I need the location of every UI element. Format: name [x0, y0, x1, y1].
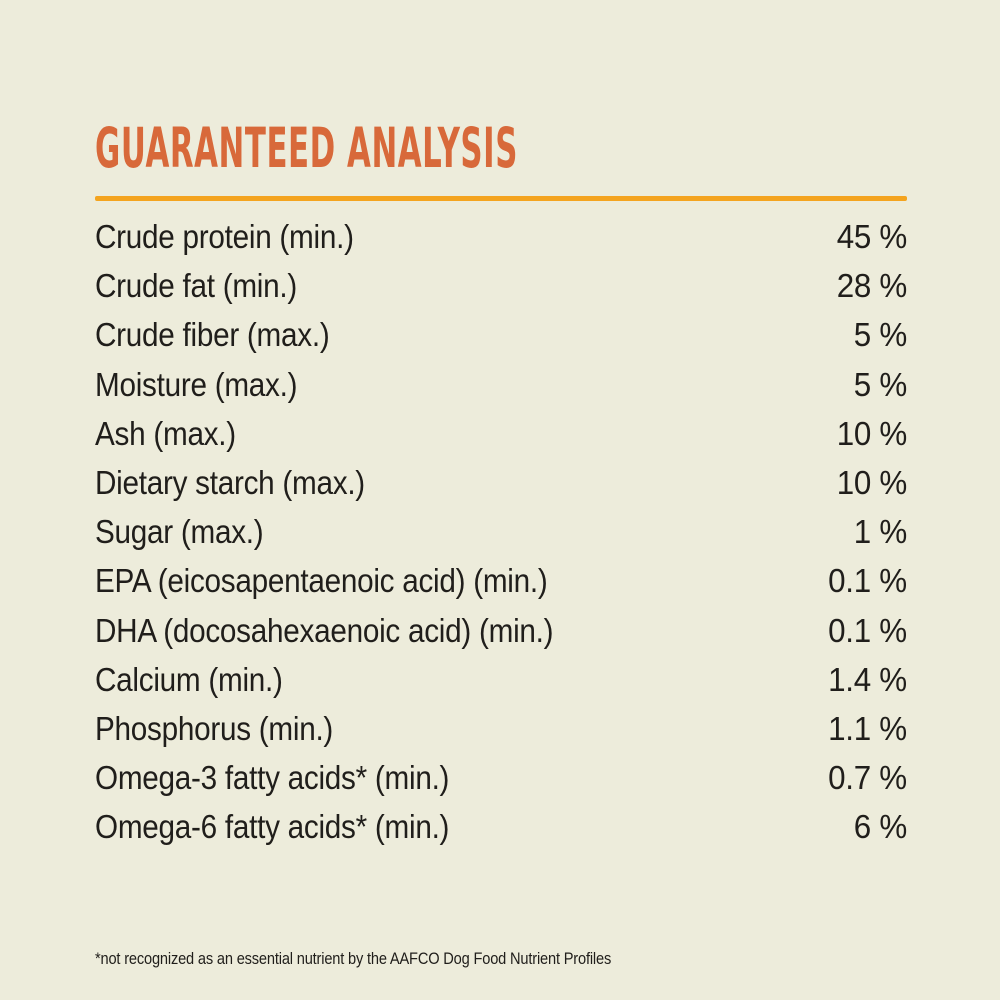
nutrient-value: 28 %: [836, 267, 908, 305]
nutrient-label: Omega-6 fatty acids* (min.): [95, 808, 450, 846]
nutrient-label: EPA (eicosapentaenoic acid) (min.): [95, 562, 548, 600]
table-row: Crude fiber (max.) 5 %: [95, 310, 907, 359]
table-row: EPA (eicosapentaenoic acid) (min.) 0.1 %: [95, 556, 907, 605]
nutrient-value: 1.4 %: [828, 660, 907, 698]
nutrient-value: 0.1 %: [828, 562, 907, 600]
nutrient-label: DHA (docosahexaenoic acid) (min.): [95, 611, 554, 649]
nutrient-label: Omega-3 fatty acids* (min.): [95, 759, 450, 797]
title-underline-rule: [95, 196, 907, 201]
table-row: Dietary starch (max.) 10 %: [95, 458, 907, 507]
guaranteed-analysis-panel: GUARANTEED ANALYSIS Crude protein (min.)…: [95, 0, 907, 1000]
nutrient-label: Phosphorus (min.): [95, 709, 334, 747]
table-row: Omega-6 fatty acids* (min.) 6 %: [95, 802, 907, 851]
nutrient-value: 10 %: [836, 414, 908, 452]
nutrient-value: 1.1 %: [828, 709, 907, 747]
nutrient-label: Dietary starch (max.): [95, 463, 365, 501]
nutrient-value: 6 %: [853, 808, 907, 846]
page-title: GUARANTEED ANALYSIS: [95, 116, 518, 180]
nutrient-label: Moisture (max.): [95, 365, 298, 403]
table-row: Crude protein (min.) 45 %: [95, 212, 907, 261]
nutrient-label: Crude fiber (max.): [95, 316, 330, 354]
nutrient-value: 5 %: [853, 316, 907, 354]
nutrient-label: Crude protein (min.): [95, 218, 354, 255]
aafco-footnote: *not recognized as an essential nutrient…: [95, 949, 612, 968]
nutrient-label: Calcium (min.): [95, 660, 283, 698]
nutrient-label: Crude fat (min.): [95, 267, 297, 305]
nutrient-value: 0.7 %: [828, 759, 907, 797]
nutrient-label: Ash (max.): [95, 414, 236, 452]
nutrient-table: Crude protein (min.) 45 % Crude fat (min…: [95, 212, 907, 851]
table-row: Calcium (min.) 1.4 %: [95, 655, 907, 704]
table-row: Sugar (max.) 1 %: [95, 507, 907, 556]
table-row: Phosphorus (min.) 1.1 %: [95, 704, 907, 753]
table-row: DHA (docosahexaenoic acid) (min.) 0.1 %: [95, 606, 907, 655]
table-row: Crude fat (min.) 28 %: [95, 261, 907, 310]
table-row: Omega-3 fatty acids* (min.) 0.7 %: [95, 753, 907, 802]
table-row: Moisture (max.) 5 %: [95, 360, 907, 409]
nutrient-label: Sugar (max.): [95, 513, 264, 551]
table-row: Ash (max.) 10 %: [95, 409, 907, 458]
nutrient-value: 0.1 %: [828, 611, 907, 649]
nutrient-value: 5 %: [853, 365, 907, 403]
nutrient-value: 1 %: [853, 513, 907, 551]
nutrient-value: 45 %: [836, 218, 908, 255]
nutrient-value: 10 %: [836, 463, 908, 501]
